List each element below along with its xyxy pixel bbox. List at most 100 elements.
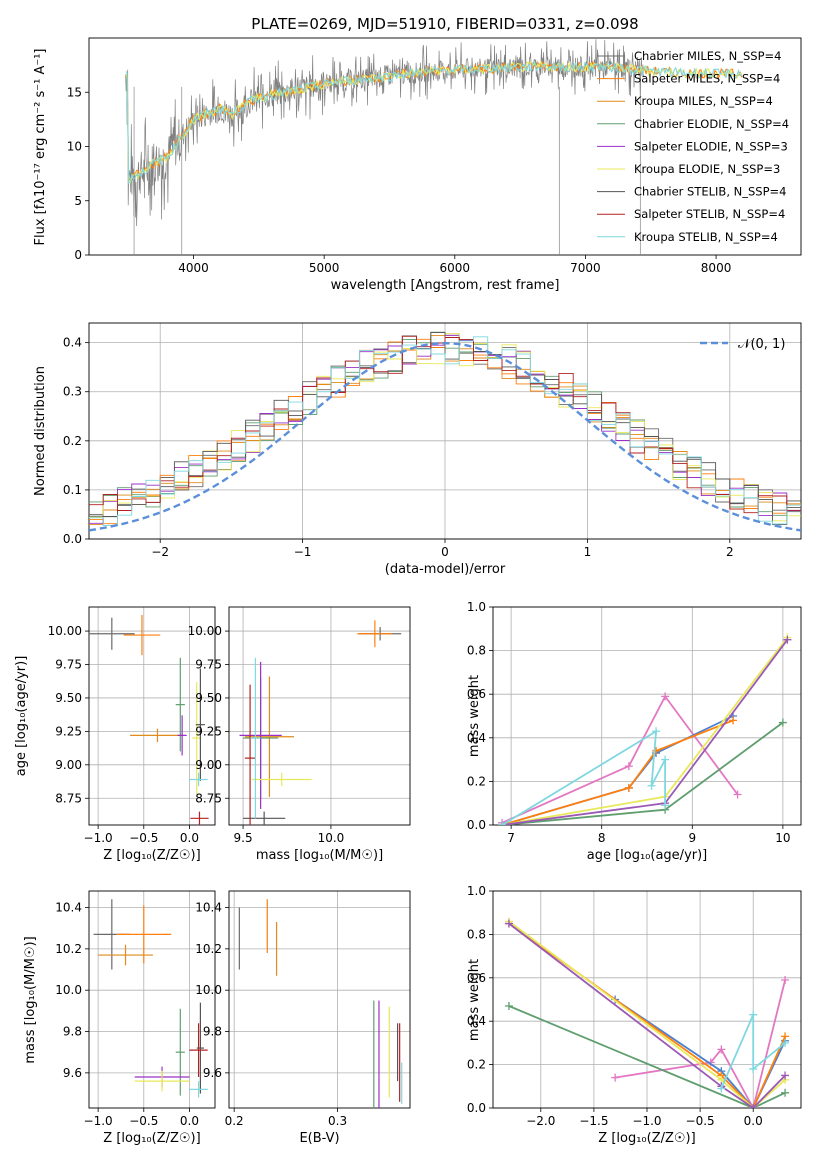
y-tick-label: 0.2 — [63, 434, 82, 448]
y-tick-label: 0.8 — [467, 644, 486, 658]
x-tick-label: 2 — [726, 545, 734, 559]
y-axis-label: mass weight — [467, 675, 482, 757]
legend-entry: Chabrier STELIB, N_SSP=4 — [634, 185, 786, 199]
y-tick-label: 0.0 — [467, 818, 486, 832]
axes-frame — [88, 606, 216, 826]
x-tick-label: 1 — [584, 545, 592, 559]
residual-histogram — [89, 336, 801, 526]
x-tick-label: −1 — [294, 545, 312, 559]
figure-title: PLATE=0269, MJD=51910, FIBERID=0331, z=0… — [251, 15, 638, 33]
x-tick-label: 9.5 — [234, 831, 253, 845]
plot-area — [89, 615, 209, 825]
y-tick-label: 9.75 — [195, 658, 222, 672]
model-spectrum — [125, 60, 743, 185]
x-tick-label: −0.5 — [129, 1114, 158, 1128]
axes-frame — [228, 606, 411, 826]
plot-area — [504, 917, 790, 1108]
legend-entry: 𝒩(0, 1) — [738, 337, 785, 352]
y-tick-label: 10.4 — [195, 901, 222, 915]
weight-marker — [729, 716, 738, 725]
x-axis-label: Z [log₁₀(Z/Z☉)] — [598, 1131, 695, 1146]
y-tick-label: 10 — [67, 140, 82, 154]
plot-area — [498, 633, 792, 825]
plot-area — [238, 899, 403, 1108]
weight-marker — [661, 692, 670, 701]
legend-entry: Chabrier MILES, N_SSP=4 — [634, 49, 781, 63]
weight-marker — [778, 718, 787, 727]
y-tick-label: 0.4 — [63, 336, 82, 350]
weight-marker — [652, 727, 661, 736]
y-axis-label: Normed distribution — [33, 366, 48, 496]
y-tick-label: 0.2 — [467, 1058, 486, 1072]
y-tick-label: 1.0 — [467, 600, 486, 614]
x-tick-label: 0.2 — [225, 1114, 244, 1128]
weight-marker — [781, 1038, 790, 1047]
x-tick-label: 8000 — [701, 261, 732, 275]
x-tick-label: 6000 — [440, 261, 471, 275]
y-tick-label: 10.00 — [188, 624, 222, 638]
x-tick-label: −1.0 — [84, 831, 113, 845]
y-tick-label: 0.6 — [467, 971, 486, 985]
y-tick-label: 9.00 — [55, 758, 82, 772]
x-axis-label: wavelength [Angstrom, rest frame] — [331, 278, 560, 293]
y-tick-label: 9.6 — [203, 1066, 222, 1080]
panel-mass-vs-EBV: 0.2 0.3 9.6 9.8 10.0 10.2 10.4 E(B-V) — [195, 890, 411, 1146]
legend-entry: Salpeter STELIB, N_SSP=4 — [634, 207, 785, 221]
x-tick-label: 5000 — [309, 261, 340, 275]
y-tick-label: 10.0 — [55, 983, 82, 997]
y-tick-label: 9.25 — [195, 724, 222, 738]
weight-marker — [624, 762, 633, 771]
panel-massweight-vs-Z: −2.0 −1.5 −1.0 −0.5 0.0 0.0 0.2 0.4 0.6 0.8 1.0 Z [… — [467, 884, 802, 1146]
panel-massweight-vs-age: 7 8 9 10 0.0 0.2 0.4 0.6 0.8 1.0 age [log₁₀(age/yr… — [467, 600, 802, 863]
panel-mass-vs-Z: −1.0 −0.5 0.0 9.6 9.8 10.0 10.2 10.4 Z [log₁₀(Z/… — [23, 890, 216, 1146]
y-tick-label: 10.00 — [48, 624, 82, 638]
panel-age-vs-mass: 9.5 10.0 8.75 9.00 9.25 9.50 9.75 10.00 mass [lo… — [188, 606, 411, 863]
weight-marker — [661, 755, 670, 764]
axes-frame — [492, 606, 802, 826]
weight-line — [508, 922, 786, 1108]
legend-entry: Kroupa STELIB, N_SSP=4 — [634, 230, 778, 244]
x-tick-label: −0.5 — [686, 1114, 715, 1128]
y-tick-label: 0.2 — [467, 774, 486, 788]
y-tick-label: 0.4 — [467, 1014, 486, 1028]
y-tick-label: 9.6 — [63, 1066, 82, 1080]
x-axis-label: Z [log₁₀(Z/Z☉)] — [103, 848, 200, 863]
y-tick-label: 10.2 — [195, 942, 222, 956]
weight-line — [501, 719, 734, 825]
x-tick-label: 10.0 — [318, 831, 345, 845]
residual-histogram — [89, 332, 801, 525]
x-tick-label: 0.0 — [744, 1114, 763, 1128]
weight-marker — [781, 975, 790, 984]
weight-line — [720, 1014, 786, 1089]
y-axis-label: mass [log₁₀(M/M☉)] — [23, 936, 38, 1063]
weight-marker — [504, 1002, 513, 1011]
x-tick-label: −1.5 — [579, 1114, 608, 1128]
y-tick-label: 9.50 — [55, 691, 82, 705]
weight-marker — [652, 746, 661, 755]
axes-frame — [88, 37, 802, 256]
y-tick-label: 10.4 — [55, 901, 82, 915]
legend-entry: Salpeter ELODIE, N_SSP=3 — [634, 139, 788, 153]
y-tick-label: 0.0 — [63, 532, 82, 546]
weight-marker — [717, 1084, 726, 1093]
x-tick-label: 9 — [688, 831, 696, 845]
weight-marker — [733, 790, 742, 799]
y-tick-label: 0.6 — [467, 687, 486, 701]
weight-line — [508, 920, 786, 1108]
x-tick-label: 8 — [598, 831, 606, 845]
x-tick-label: 0.0 — [180, 1114, 199, 1128]
y-tick-label: 0.4 — [467, 731, 486, 745]
x-tick-label: −1.0 — [84, 1114, 113, 1128]
y-axis-label: age [log₁₀(age/yr)] — [14, 656, 29, 777]
weight-marker — [624, 783, 633, 792]
legend-entry: Kroupa MILES, N_SSP=4 — [634, 94, 773, 108]
weight-line — [501, 694, 739, 824]
y-tick-label: 0.8 — [467, 927, 486, 941]
panel-age-vs-Z: −1.0 −0.5 0.0 8.75 9.00 9.25 9.50 9.75 10.00 Z [l… — [14, 606, 216, 863]
axes-frame — [228, 890, 411, 1109]
y-tick-label: 10.0 — [195, 983, 222, 997]
x-tick-label: 0.0 — [180, 831, 199, 845]
y-axis-label: mass weight — [467, 959, 482, 1041]
